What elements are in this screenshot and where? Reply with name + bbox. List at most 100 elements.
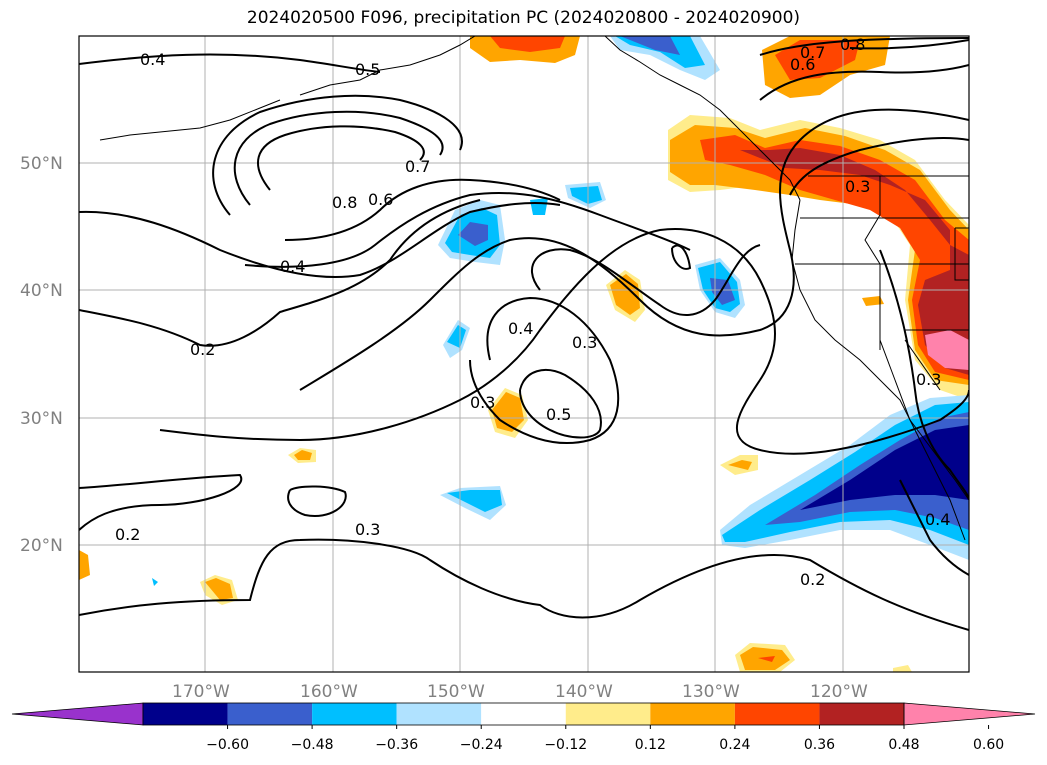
anomaly-patch (620, 36, 680, 55)
anomaly-patch (710, 278, 735, 305)
anomaly-patch (205, 578, 233, 600)
contour-line (284, 178, 561, 241)
anomaly-patch (492, 392, 524, 432)
contour-label: 0.3 (845, 177, 870, 196)
contour-line (79, 53, 381, 73)
colorbar-tick-label: −0.24 (460, 737, 503, 753)
contour-label: 0.4 (280, 257, 305, 276)
contour-line (79, 473, 243, 531)
contour-line (879, 249, 969, 501)
contour-line (299, 108, 969, 391)
contour-label: 0.2 (800, 570, 825, 589)
anomaly-patch (700, 135, 969, 380)
colorbar-tick-label: 0.24 (719, 737, 750, 753)
contour-label: 0.3 (572, 333, 597, 352)
anomaly-patch (775, 40, 860, 80)
contour-label: 0.7 (405, 157, 430, 176)
contour-line (79, 199, 481, 347)
contour-line (519, 369, 602, 439)
anomaly-patch (152, 578, 158, 586)
colorbar-tick-label: 0.12 (635, 737, 666, 753)
colorbar-tick-label: −0.48 (291, 737, 334, 753)
anomaly-patch (447, 490, 502, 512)
contour-label: 0.6 (368, 190, 393, 209)
colorbar-tick-label: 0.48 (888, 737, 919, 753)
colorbar-segment (650, 703, 735, 725)
contour-line (759, 64, 969, 101)
contour-label: 0.8 (840, 35, 865, 54)
contour-line (79, 201, 561, 278)
lat-label: 40°N (20, 281, 63, 301)
contour-line (671, 244, 692, 270)
anomaly-patch (79, 550, 90, 580)
contour-label: 0.4 (508, 319, 533, 338)
anomaly-patch (862, 296, 884, 306)
filled-anomaly-regions (79, 36, 969, 672)
anomaly-patch (893, 665, 912, 672)
longitude-labels: 170°W 160°W 150°W 140°W 130°W 120°W (172, 682, 868, 702)
contour-label: 0.5 (355, 60, 380, 79)
contour-line (233, 110, 444, 206)
colorbar-extend-min (11, 702, 144, 726)
lon-label: 140°W (555, 682, 613, 702)
contour-label: 0.4 (925, 510, 950, 529)
map-gridlines (79, 36, 969, 672)
lon-label: 130°W (682, 682, 740, 702)
colorbar-tick-label: 0.60 (973, 737, 1004, 753)
colorbar-segment (734, 703, 820, 725)
latitude-labels: 50°N 40°N 30°N 20°N (20, 154, 63, 556)
contour-lines (79, 37, 969, 631)
contour-label: 0.6 (790, 55, 815, 74)
colorbar-segment (143, 703, 228, 725)
colorbar-segment (396, 703, 482, 725)
contour-line (244, 192, 691, 268)
lon-label: 170°W (172, 682, 230, 702)
contour-label: 0.2 (190, 340, 215, 359)
map-title: 2024020500 F096, precipitation PC (20240… (246, 8, 801, 28)
contour-label: 0.2 (115, 525, 140, 544)
anomaly-patch (615, 36, 705, 68)
colorbar-segment (481, 703, 566, 725)
contour-line (79, 538, 969, 631)
anomaly-patch (728, 460, 752, 470)
coastlines (99, 36, 969, 541)
lon-label: 120°W (810, 682, 868, 702)
contour-line (287, 485, 347, 517)
contour-line (759, 37, 969, 56)
contour-label: 0.3 (355, 520, 380, 539)
contour-line (469, 296, 620, 444)
contour-label: 0.3 (470, 393, 495, 412)
contour-line (530, 244, 761, 317)
colorbar-tick-label: 0.36 (804, 737, 835, 753)
contour-line (789, 137, 969, 196)
anomaly-patch (458, 222, 488, 246)
contour-label: 0.4 (140, 50, 165, 69)
anomaly-patch (925, 330, 969, 370)
colorbar-tick-label: −0.60 (206, 737, 249, 753)
colorbar-segment (227, 703, 313, 725)
colorbar-extend-max (903, 702, 1036, 726)
contour-label: 0.3 (916, 370, 941, 389)
colorbar: −0.60 −0.48 −0.36 −0.24 −0.12 0.12 0.24 0.36 0.4… (11, 702, 1036, 753)
anomaly-patch (530, 198, 548, 215)
contour-label-group: 0.4 0.5 0.7 0.8 0.6 0.7 0.8 0.6 0.4 0.2 … (115, 35, 950, 589)
colorbar-tick-label: −0.12 (544, 737, 587, 753)
anomaly-patch (758, 656, 775, 662)
colorbar-frame (142, 702, 905, 726)
contour-line (899, 479, 969, 576)
contour-line (257, 125, 425, 191)
lat-label: 20°N (20, 536, 63, 556)
colorbar-tick-label: −0.36 (375, 737, 418, 753)
anomaly-patch (570, 186, 602, 204)
colorbar-segment (819, 703, 904, 725)
anomaly-patch (294, 450, 312, 460)
colorbar-segment (312, 703, 397, 725)
lon-label: 150°W (427, 682, 485, 702)
anomaly-patch (447, 325, 466, 348)
contour-line (212, 94, 463, 216)
contour-label: 0.5 (546, 405, 571, 424)
contour-line (159, 228, 969, 455)
anomaly-patch (800, 425, 969, 510)
lat-label: 50°N (20, 154, 63, 174)
